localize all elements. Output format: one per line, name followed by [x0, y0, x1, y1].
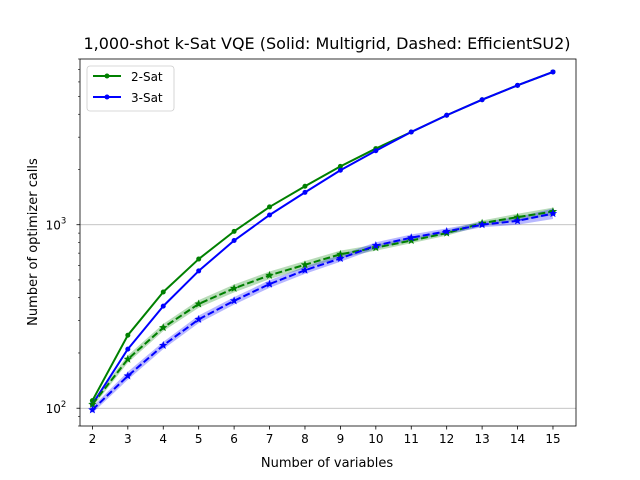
- chart-title: 1,000-shot k-Sat VQE (Solid: Multigrid, …: [83, 34, 570, 53]
- data-point: [408, 129, 414, 135]
- data-point-star: [159, 323, 168, 332]
- data-point: [550, 69, 556, 75]
- y-tick-label: 102: [46, 400, 67, 416]
- x-tick-label: 4: [159, 432, 167, 446]
- data-point: [125, 346, 131, 352]
- x-axis-label: Number of variables: [261, 456, 393, 471]
- data-point: [196, 256, 202, 262]
- x-tick-label: 14: [510, 432, 525, 446]
- data-point-star: [300, 260, 310, 269]
- legend-marker: [104, 73, 110, 79]
- confidence-band: [92, 208, 553, 414]
- data-point-star: [407, 233, 416, 242]
- data-point-star: [123, 354, 133, 363]
- series-line: [91, 71, 554, 402]
- data-point: [444, 112, 450, 118]
- data-point-star: [194, 314, 203, 323]
- data-point: [231, 238, 237, 244]
- data-point: [267, 204, 273, 210]
- x-tick-label: 10: [368, 432, 383, 446]
- x-tick-label: 5: [195, 432, 203, 446]
- data-point: [302, 189, 308, 195]
- legend-label: 2-Sat: [131, 70, 163, 84]
- y-tick-label: 103: [46, 217, 67, 233]
- x-tick-label: 3: [124, 432, 132, 446]
- data-point: [479, 97, 485, 103]
- data-point-star: [442, 226, 451, 235]
- data-point: [337, 163, 343, 169]
- data-point-star: [477, 220, 487, 229]
- data-point: [125, 332, 131, 338]
- data-point-star: [336, 254, 345, 262]
- data-point-star: [88, 405, 97, 414]
- data-point-star: [513, 216, 522, 225]
- data-point: [160, 289, 166, 295]
- data-point: [515, 82, 521, 88]
- legend: 2-Sat 3-Sat: [86, 65, 175, 112]
- x-tick-label: 7: [266, 432, 274, 446]
- data-point: [302, 183, 308, 189]
- data-point-star: [336, 249, 345, 258]
- data-point: [231, 228, 237, 234]
- y-axis-label: Number of optimizer calls: [26, 158, 41, 326]
- series-line: [91, 212, 554, 411]
- data-point-star: [371, 241, 381, 250]
- legend-marker: [104, 94, 110, 100]
- series-line: [91, 210, 554, 405]
- data-point: [373, 148, 379, 154]
- x-tick-label: 6: [230, 432, 238, 446]
- data-point-star: [159, 340, 168, 349]
- x-tick-label: 11: [404, 432, 419, 446]
- data-point: [337, 167, 343, 173]
- x-tick-label: 13: [474, 432, 489, 446]
- x-tick-label: 15: [545, 432, 560, 446]
- data-point: [196, 268, 202, 274]
- data-point-star: [123, 371, 133, 380]
- x-tick-label: 8: [301, 432, 309, 446]
- data-point: [160, 303, 166, 309]
- x-tick-label: 12: [439, 432, 454, 446]
- series-line: [91, 71, 554, 405]
- data-point-star: [407, 236, 416, 245]
- plot-area: 2 3 4 5 6 7 8 9 10 11 12 13 14 15 102 103: [46, 58, 577, 446]
- x-tick-label: 2: [89, 432, 97, 446]
- data-point-star: [265, 279, 274, 288]
- data-point-star: [194, 299, 203, 308]
- data-point-star: [229, 283, 239, 292]
- data-point-star: [548, 209, 558, 218]
- data-point: [267, 212, 273, 218]
- data-point-star: [229, 296, 239, 305]
- legend-label: 3-Sat: [131, 91, 163, 105]
- data-point-star: [265, 270, 274, 279]
- data-point-star: [300, 265, 310, 274]
- x-tick-label: 9: [337, 432, 345, 446]
- data-point-star: [88, 399, 97, 408]
- axes-frame: [79, 58, 577, 427]
